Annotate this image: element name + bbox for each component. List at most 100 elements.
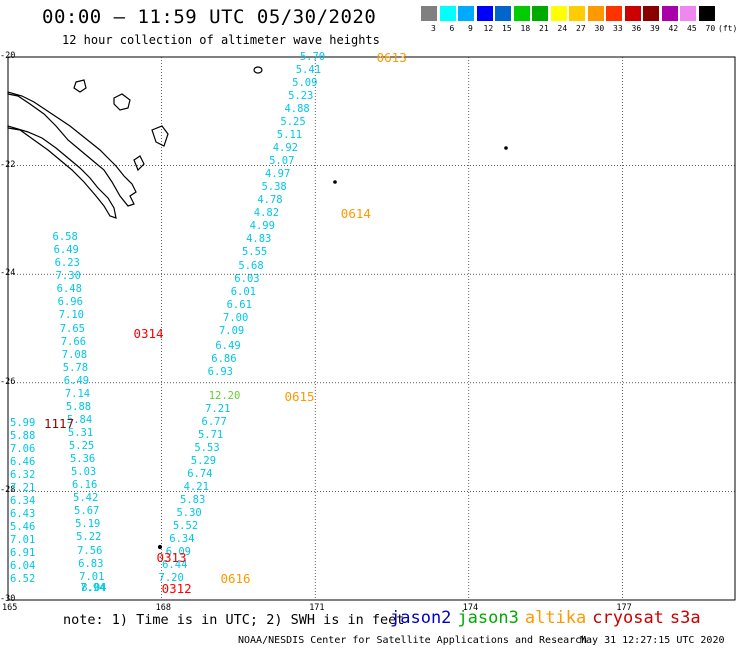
wave-height-value: 5.52	[172, 520, 199, 533]
wave-height-value: 5.67	[74, 504, 100, 517]
scale-swatch	[606, 6, 622, 21]
latitude-tick: -24	[0, 268, 16, 279]
wave-height-value: 6.48	[56, 283, 82, 296]
scale-label: 6	[449, 24, 455, 33]
pass-label: 0313	[156, 549, 187, 565]
wave-height-value: 7.20	[158, 572, 184, 585]
wave-height-value: 7.09	[218, 324, 245, 337]
wave-height-value: 7.21	[205, 402, 231, 415]
scale-swatch	[421, 6, 437, 21]
wave-height-value: 5.83	[180, 494, 206, 507]
wave-height-value: 5.42	[73, 491, 99, 504]
scale-swatch	[458, 6, 474, 21]
wave-height-value: 6.86	[211, 352, 237, 365]
wave-height-value: 5.55	[241, 246, 268, 259]
wave-height-value: 4.88	[284, 103, 310, 116]
wave-height-value: 6.04	[10, 560, 36, 573]
wave-height-value: 6.16	[72, 478, 98, 491]
wave-height-value: 6.34	[10, 495, 36, 508]
wave-height-value: 6.34	[169, 533, 195, 546]
wave-height-value: 6.91	[10, 547, 36, 560]
wave-height-value: 4.92	[272, 142, 298, 155]
wave-height-value: 5.25	[280, 116, 306, 129]
scale-swatch	[698, 6, 715, 21]
wave-height-value: 5.70	[299, 51, 326, 63]
pass-label: 0312	[161, 581, 192, 596]
wave-height-value: 5.25	[68, 439, 95, 452]
wave-height-value: 6.61	[226, 298, 252, 311]
wave-height-value: 6.43	[10, 508, 36, 521]
wave-height-value: 4.99	[249, 220, 275, 233]
wave-height-value: 7.66	[60, 335, 87, 348]
wave-height-value: 7.10	[58, 309, 84, 322]
wave-height-value: 7.65	[59, 322, 85, 335]
wave-height-value: 5.22	[76, 531, 102, 543]
scale-label: 24	[557, 24, 568, 33]
wave-height-value: 6.03	[234, 272, 260, 285]
wave-height-value: 7.01	[10, 534, 36, 547]
scale-unit: (ft)	[718, 24, 738, 33]
wave-height-value: 5.38	[261, 181, 287, 194]
wave-height-value: 7.01	[79, 571, 105, 584]
scale-swatch	[550, 6, 567, 21]
new-caledonia-coastline	[7, 66, 508, 550]
scale-swatch	[439, 6, 456, 21]
scale-swatch	[476, 6, 493, 21]
wave-height-value: 6.01	[230, 285, 257, 298]
scale-swatch	[495, 6, 511, 21]
wave-height-value: 5.99	[10, 416, 36, 429]
scale-label: 39	[650, 24, 660, 33]
scale-label: 12	[483, 24, 494, 33]
wave-height-value: 12.20	[208, 389, 241, 402]
wave-height-value: 7.06	[10, 443, 36, 456]
wave-height-value: 5.09	[292, 77, 318, 90]
wave-height-value: 6.09	[165, 546, 191, 559]
wave-height-value: 7.08	[61, 348, 88, 361]
scale-label: 18	[520, 24, 531, 33]
wave-height-value: 6.77	[201, 415, 227, 428]
wave-height-value: 5.03	[70, 465, 97, 478]
scale-label: 3	[431, 24, 436, 33]
wave-height-value: 5.11	[276, 129, 303, 142]
wave-height-value: 6.83	[78, 558, 104, 571]
wave-height-value: 7.30	[55, 270, 81, 283]
scale-swatch	[643, 6, 659, 21]
wave-height-value: 6.23	[54, 257, 80, 270]
wave-height-value: 5.36	[69, 452, 96, 465]
scale-swatch	[661, 6, 678, 21]
scale-swatch	[587, 6, 604, 21]
wave-height-value: 7.14	[64, 387, 91, 400]
wave-height-value: 6.49	[63, 374, 90, 387]
wave-height-value: 5.53	[194, 441, 220, 454]
wave-height-value: 4.78	[257, 194, 283, 207]
latitude-tick: -22	[0, 159, 16, 170]
wave-height-value: 5.31	[67, 426, 94, 439]
scale-label: 70	[705, 24, 716, 33]
wave-height-value: 4.97	[265, 168, 291, 181]
scale-swatch	[680, 6, 696, 21]
wave-height-value: 6.49	[53, 244, 79, 257]
pass-label: 0615	[284, 388, 315, 404]
generated-timestamp: May 31 12:27:15 UTC 2020	[580, 635, 725, 646]
pass-label: 0616	[220, 571, 251, 587]
wave-height-value: 5.84	[66, 413, 93, 426]
pass-label: 1117	[44, 415, 75, 431]
wave-height-value: 5.78	[62, 361, 89, 374]
wave-height-value: 6.49	[215, 339, 241, 352]
legend-entry-jason3: jason3	[457, 608, 519, 628]
scale-swatch	[569, 6, 585, 21]
wave-height-value: 5.19	[75, 517, 101, 530]
scale-swatch	[532, 6, 548, 21]
wave-height-value: 5.46	[10, 521, 36, 534]
wave-height-value: 4.21	[183, 481, 209, 494]
wave-height-value: 5.29	[190, 454, 217, 467]
longitude-tick: 168	[155, 603, 171, 613]
scale-label: 27	[576, 24, 586, 33]
pass-label: 0314	[133, 325, 164, 341]
wave-height-value: 7.94	[80, 582, 106, 594]
satellite-legend: jason2 jason3 altika cryosat s3a	[390, 608, 707, 628]
latitude-tick: -26	[0, 376, 16, 387]
longitude-tick: 165	[2, 603, 18, 613]
longitude-tick: 177	[616, 603, 632, 613]
